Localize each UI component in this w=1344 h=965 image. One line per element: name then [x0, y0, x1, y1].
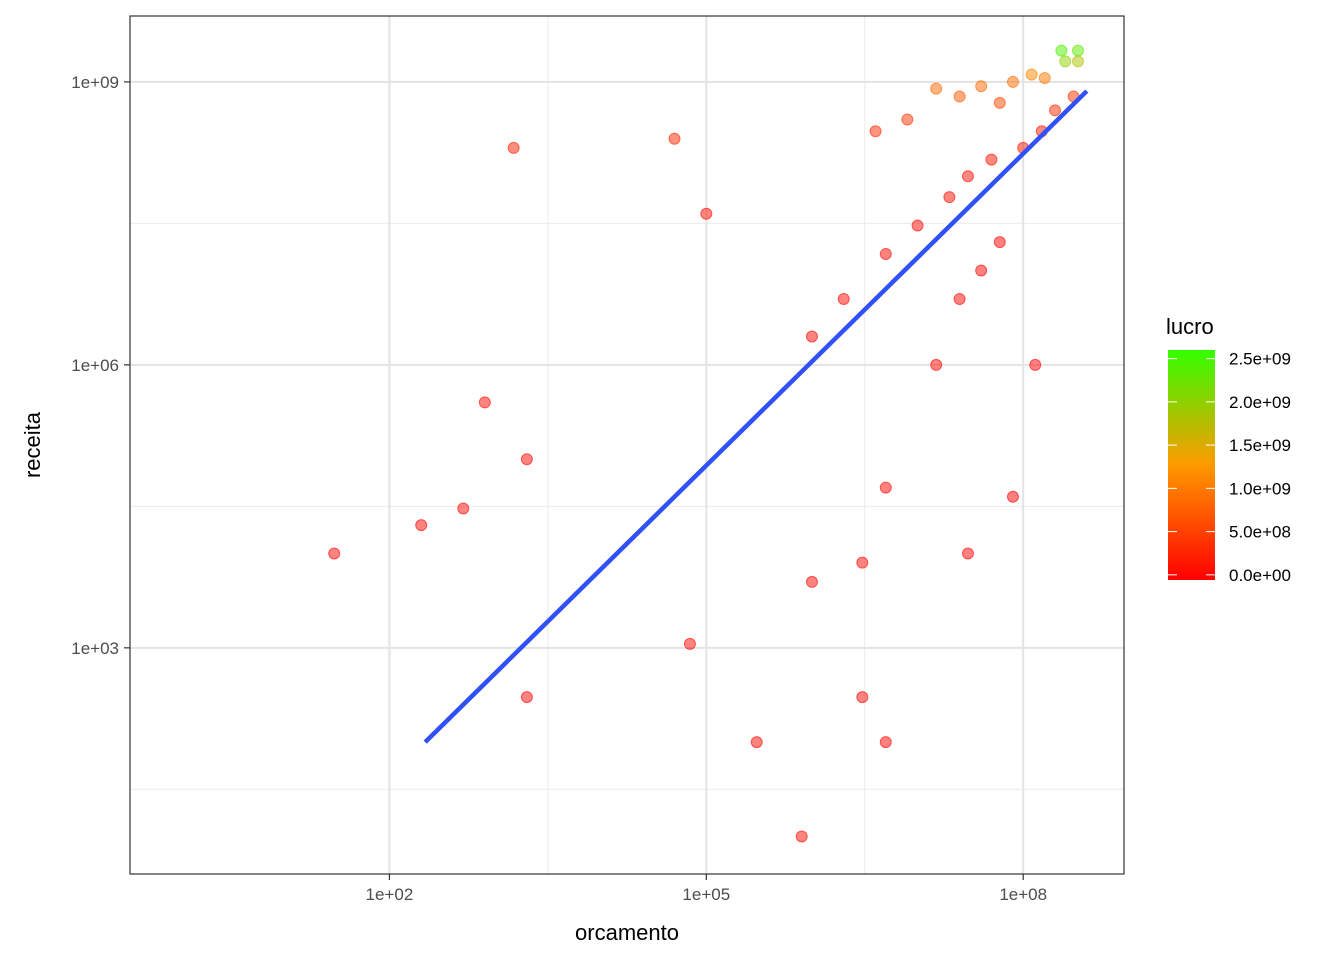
x-axis-ticks: 1e+02 1e+05 1e+08	[366, 874, 1047, 904]
legend-break-label: 2.0e+09	[1229, 393, 1291, 412]
x-axis-title: orcamento	[575, 920, 679, 945]
data-point	[993, 236, 1006, 249]
x-tick-label: 1e+02	[366, 885, 414, 904]
data-point	[953, 292, 966, 305]
legend-title: lucro	[1166, 314, 1214, 339]
data-point	[943, 191, 956, 204]
data-point	[985, 153, 998, 166]
data-point	[805, 330, 818, 343]
data-point	[328, 547, 341, 560]
grid	[130, 16, 1124, 874]
data-point	[750, 736, 763, 749]
data-point	[961, 170, 974, 183]
y-axis-ticks: 1e+03 1e+06 1e+09	[71, 73, 130, 658]
data-point	[975, 80, 988, 93]
data-point	[507, 141, 520, 154]
data-point	[668, 132, 681, 145]
y-tick-label: 1e+03	[71, 639, 119, 658]
data-point	[700, 207, 713, 220]
data-point	[975, 264, 988, 277]
data-point	[1055, 44, 1068, 57]
data-point	[1059, 55, 1072, 68]
data-point	[1029, 358, 1042, 371]
data-point	[805, 575, 818, 588]
x-tick-label: 1e+05	[682, 885, 730, 904]
data-point	[837, 292, 850, 305]
data-point	[856, 691, 869, 704]
legend: lucro 0.0e+00 5.0e+08 1.0e+09 1.5e+09 2.0e+0…	[1166, 314, 1291, 585]
data-point	[856, 556, 869, 569]
data-point	[478, 396, 491, 409]
data-point	[1006, 75, 1019, 88]
data-point	[953, 90, 966, 103]
data-point	[1071, 55, 1084, 68]
data-point	[683, 637, 696, 650]
data-point	[930, 358, 943, 371]
data-point	[901, 113, 914, 126]
data-point	[879, 481, 892, 494]
data-point	[415, 519, 428, 532]
data-point	[457, 502, 470, 515]
legend-break-label: 5.0e+08	[1229, 523, 1291, 542]
data-point	[1038, 72, 1051, 85]
data-point	[520, 453, 533, 466]
data-point	[879, 247, 892, 260]
legend-break-label: 1.5e+09	[1229, 436, 1291, 455]
legend-break-label: 0.0e+00	[1229, 566, 1291, 585]
legend-break-label: 2.5e+09	[1229, 350, 1291, 369]
panel-border	[129, 15, 1125, 875]
data-point	[1025, 68, 1038, 81]
data-point	[930, 82, 943, 95]
data-point	[520, 691, 533, 704]
data-point	[795, 830, 808, 843]
y-axis-title: receita	[20, 411, 45, 478]
x-tick-label: 1e+08	[999, 885, 1047, 904]
data-point	[1006, 490, 1019, 503]
data-point	[961, 547, 974, 560]
data-point	[869, 125, 882, 138]
trend-line	[423, 89, 1089, 744]
legend-color-bar	[1168, 350, 1215, 580]
y-tick-label: 1e+06	[71, 356, 119, 375]
data-point	[1049, 104, 1062, 117]
data-points	[328, 44, 1084, 843]
y-tick-label: 1e+09	[71, 73, 119, 92]
data-point	[911, 219, 924, 232]
data-point	[1071, 44, 1084, 57]
legend-break-label: 1.0e+09	[1229, 479, 1291, 498]
data-point	[879, 736, 892, 749]
data-point	[993, 96, 1006, 109]
trend-line-layer	[423, 89, 1089, 744]
